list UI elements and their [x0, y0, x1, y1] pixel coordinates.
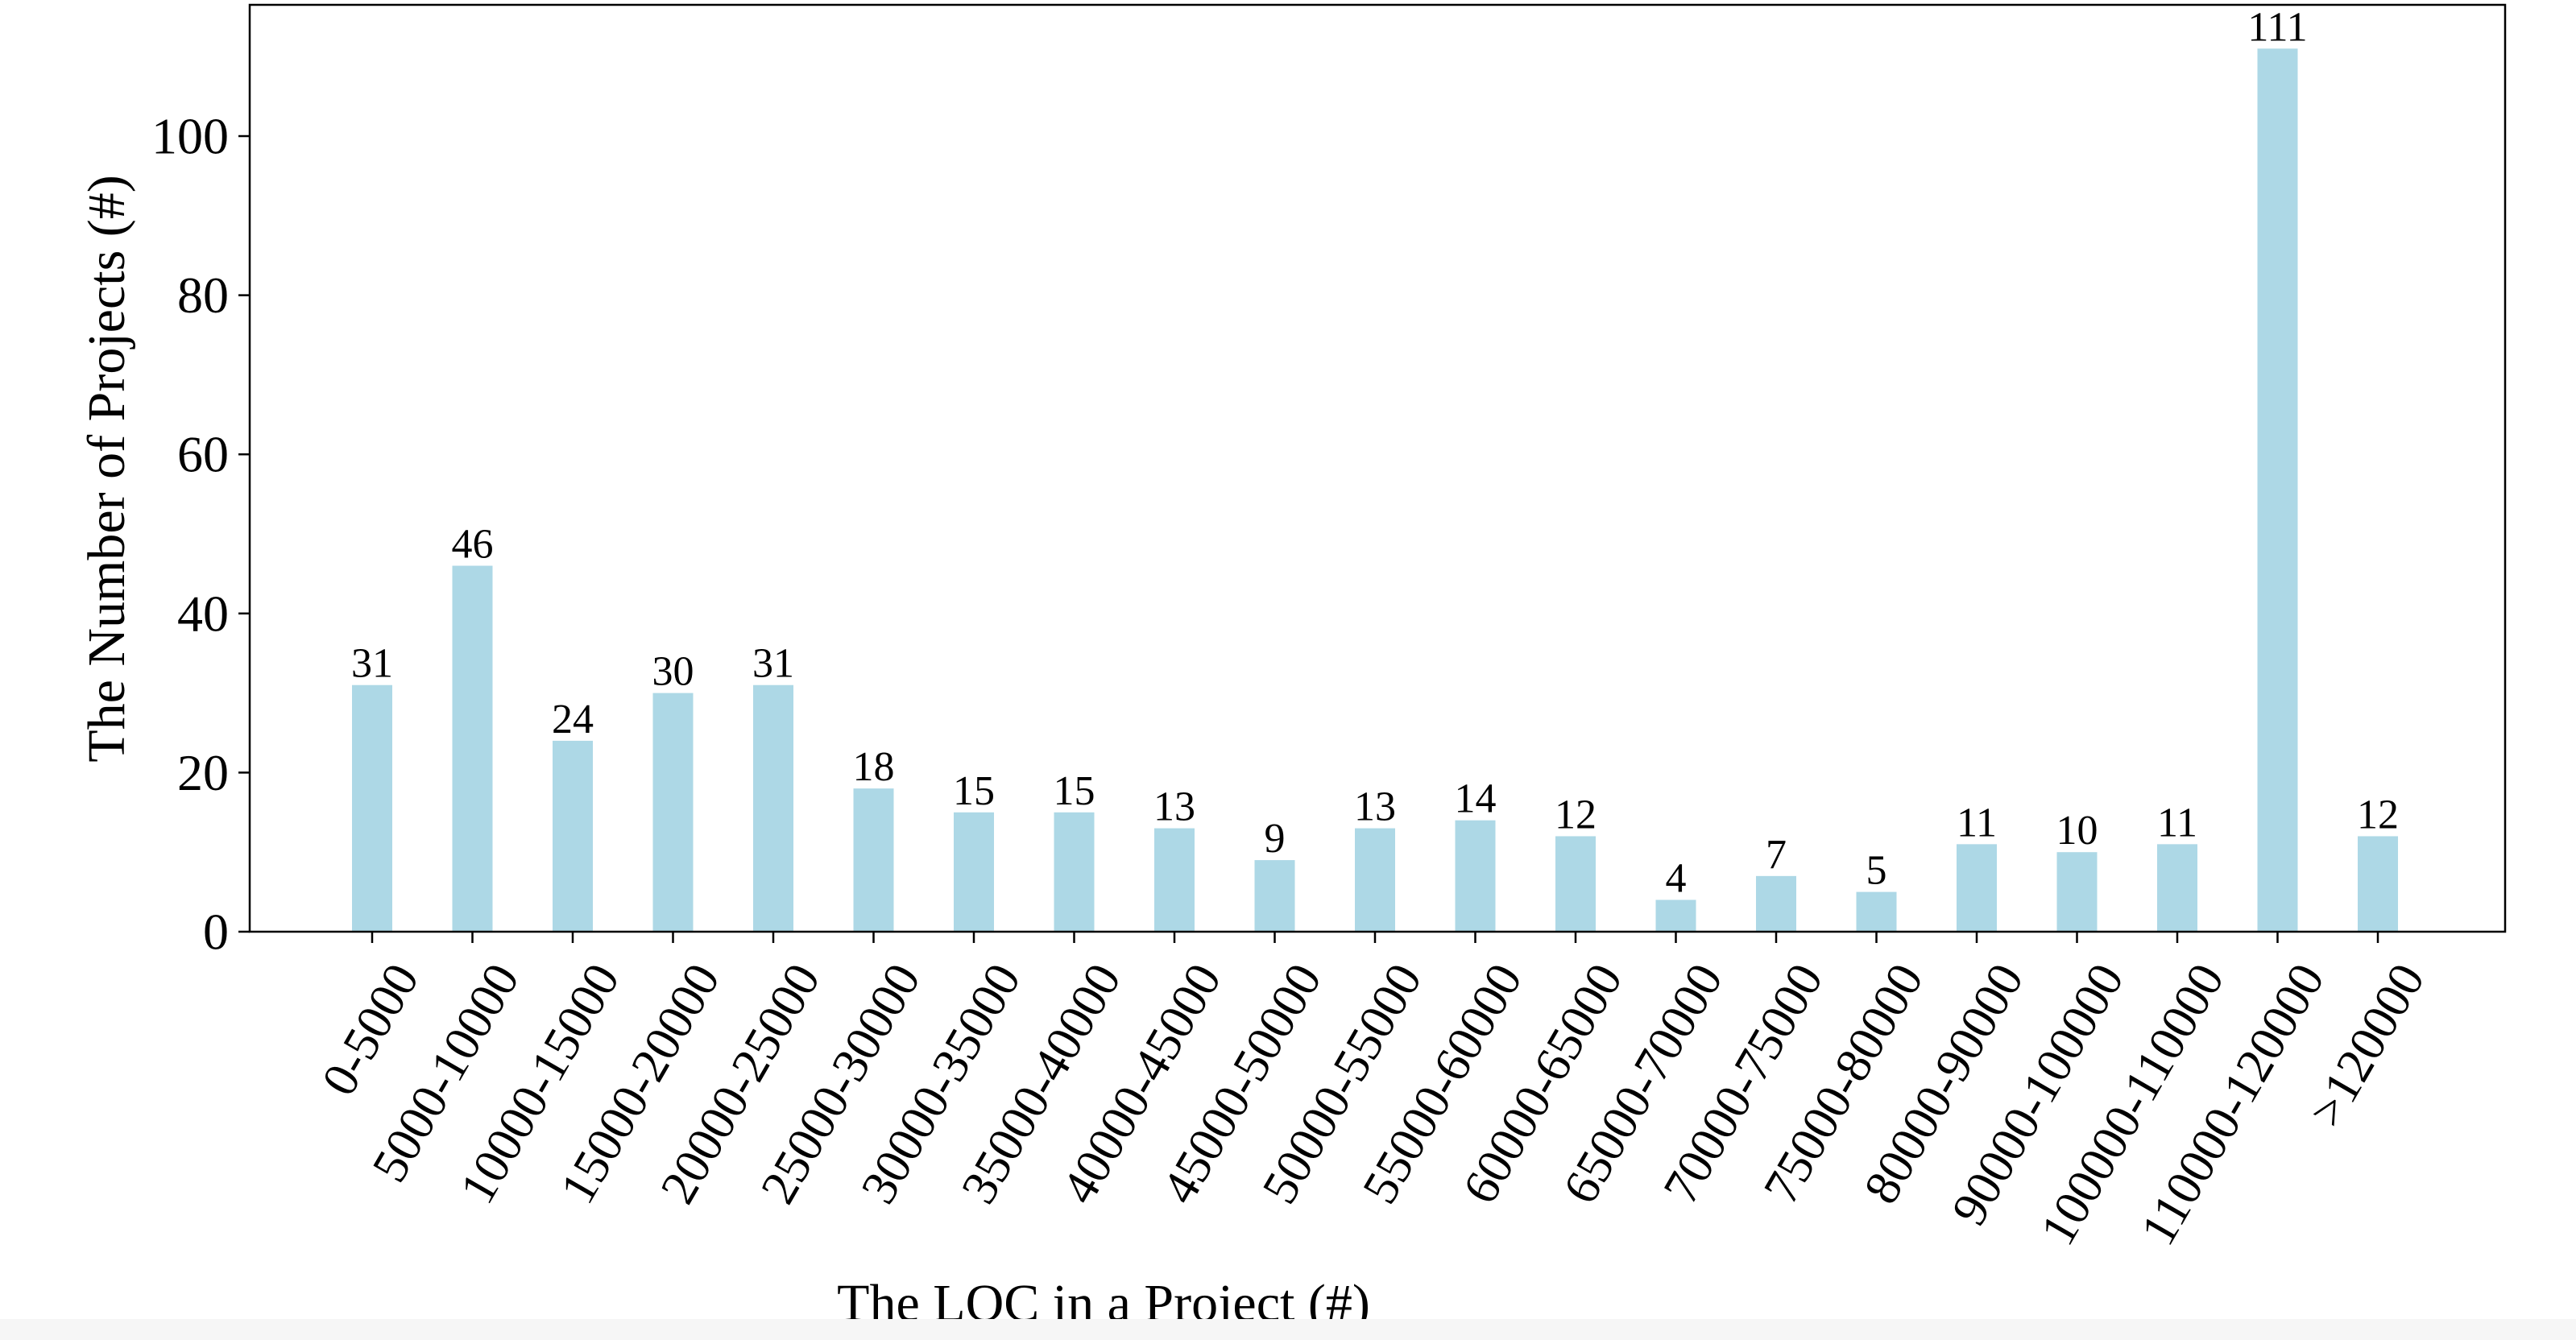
bar->120000 [2358, 836, 2398, 932]
data-label-5000-10000: 46 [452, 522, 494, 568]
bar-110000-120000 [2257, 48, 2298, 932]
data-label-45000-50000: 9 [1265, 816, 1286, 862]
data-label-40000-45000: 13 [1153, 784, 1195, 830]
bar-40000-45000 [1154, 828, 1195, 932]
data-label-70000-75000: 7 [1766, 832, 1787, 878]
y-axis: 0 20 40 60 80 100 [151, 108, 250, 961]
y-tick-label: 20 [177, 744, 229, 801]
data-label-60000-65000: 12 [1555, 792, 1597, 837]
data-label-55000-60000: 14 [1455, 776, 1497, 822]
bar-100000-110000 [2157, 844, 2197, 932]
y-tick-label: 100 [151, 108, 229, 165]
y-tick-label: 0 [203, 904, 229, 961]
data-label-15000-20000: 30 [652, 649, 694, 695]
bar-80000-90000 [1957, 844, 1997, 932]
bar-10000-15000 [553, 740, 593, 932]
x-axis: 0-50005000-1000010000-1500015000-2000020… [312, 932, 2436, 1255]
data-label->120000: 12 [2357, 792, 2399, 837]
bar-60000-65000 [1555, 836, 1596, 932]
y-tick-label: 60 [177, 426, 229, 483]
bar-70000-75000 [1756, 875, 1796, 932]
bar-0-5000 [352, 684, 392, 932]
bar-50000-55000 [1355, 828, 1395, 932]
plot-frame [248, 3, 2507, 933]
data-label-0-5000: 31 [351, 641, 393, 687]
bar-75000-80000 [1856, 891, 1897, 932]
bar-55000-60000 [1455, 820, 1496, 932]
y-tick-label: 40 [177, 585, 229, 642]
bar-65000-70000 [1655, 899, 1696, 932]
bar-90000-100000 [2056, 852, 2098, 932]
data-label-75000-80000: 5 [1866, 848, 1887, 894]
bar-30000-35000 [954, 812, 994, 932]
data-label-65000-70000: 4 [1666, 855, 1687, 901]
bar-5000-10000 [452, 565, 493, 932]
data-label-100000-110000: 11 [2157, 800, 2197, 846]
data-label-50000-55000: 13 [1354, 784, 1396, 830]
data-label-80000-90000: 11 [1957, 800, 1997, 846]
data-label-10000-15000: 24 [552, 697, 594, 742]
data-label-20000-25000: 31 [752, 641, 794, 687]
bar-25000-30000 [853, 788, 894, 932]
bar-20000-25000 [753, 684, 793, 932]
bars-layer [352, 48, 2398, 932]
data-label-35000-40000: 15 [1054, 768, 1095, 814]
bar-15000-20000 [652, 693, 694, 932]
y-axis-title: The Number of Projects (#) [77, 175, 136, 762]
data-label-110000-120000: 111 [2247, 4, 2307, 50]
y-tick-label: 80 [177, 267, 229, 324]
bottom-strip [0, 1319, 2576, 1340]
data-label-25000-30000: 18 [853, 744, 895, 790]
data-label-90000-100000: 10 [2056, 808, 2098, 854]
bar-45000-50000 [1254, 860, 1295, 932]
data-label-30000-35000: 15 [953, 768, 995, 814]
bar-35000-40000 [1054, 812, 1095, 932]
